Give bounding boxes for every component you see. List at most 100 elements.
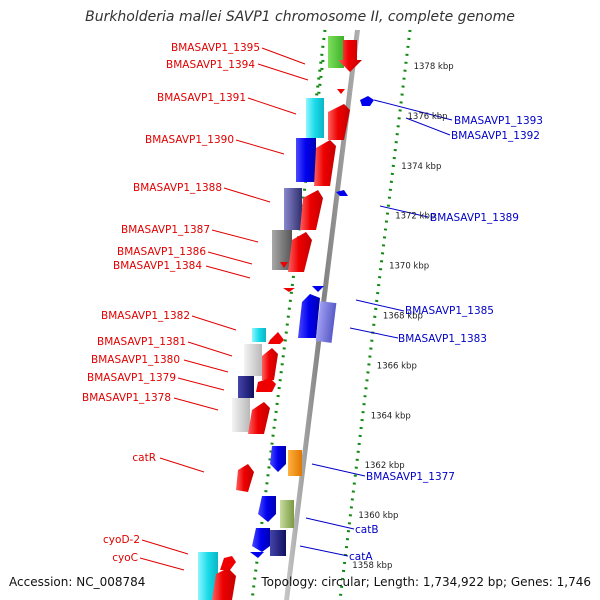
outer-tick-track-edge [316,59,325,101]
gene-catA-small[interactable] [250,552,264,558]
gene-1384-small[interactable] [283,288,295,292]
gene-1390-arrow[interactable] [314,140,336,186]
gene-1388-arrow[interactable] [300,190,323,230]
leader-1390 [235,139,285,155]
gene-1377-box[interactable] [288,450,302,476]
gene-label-cyod-2[interactable]: cyoD-2 [103,534,140,546]
gene-1391-arrow[interactable] [328,104,350,140]
leader-1394 [257,63,309,81]
gene-label-bmasavp1_1381[interactable]: BMASAVP1_1381 [97,336,186,348]
topology-summary: Topology: circular; Length: 1,734,922 bp… [261,575,591,589]
gene-1394-arrow[interactable] [338,40,362,72]
gene-label-bmasavp1_1387[interactable]: BMASAVP1_1387 [121,224,210,236]
map-title: Burkholderia mallei SAVP1 chromosome II,… [85,9,515,25]
gene-label-bmasavp1_1388[interactable]: BMASAVP1_1388 [133,182,222,194]
gene-label-bmasavp1_1385[interactable]: BMASAVP1_1385 [405,305,494,317]
leader-1389 [379,205,429,218]
leader-1378 [173,397,219,411]
gene-label-catr[interactable]: catR [132,452,156,464]
accession-label: Accession: NC_008784 [9,575,146,589]
gene-1388-box[interactable] [284,188,302,230]
reverse-strand-genes [250,96,374,558]
gene-1385-small[interactable] [312,286,324,292]
ruler-label: 1368 kbp [383,312,423,322]
leader-1393 [373,99,453,121]
ruler-label: 1358 kbp [352,561,392,571]
leader-1392 [405,117,451,136]
gene-label-bmasavp1_1395[interactable]: BMASAVP1_1395 [171,42,260,54]
gene-1379-arrow[interactable] [256,378,276,392]
gene-1380-box[interactable] [238,376,254,398]
gene-1386-small[interactable] [280,262,288,268]
ruler-label: 1366 kbp [377,361,417,371]
leader-1381 [187,341,233,357]
gene-label-bmasavp1_1380[interactable]: BMASAVP1_1380 [91,354,180,366]
leader-1385 [355,299,405,312]
gene-1381-box[interactable] [244,344,262,376]
gene-cyoD2-box[interactable] [198,552,218,600]
gene-catR-arrow[interactable] [236,464,254,492]
gene-label-bmasavp1_1391[interactable]: BMASAVP1_1391 [157,92,246,104]
leader-1387 [211,229,259,243]
leader-1383 [349,327,399,339]
gene-1383-box[interactable] [315,301,337,343]
gene-1378-arrow[interactable] [248,402,270,434]
gene-1382-arrow[interactable] [268,332,284,344]
forward-label-leaders [139,47,309,571]
leader-1391 [247,97,297,115]
gene-catA-box[interactable] [270,530,286,556]
leader-1377 [311,463,366,477]
gene-1390-box[interactable] [296,138,316,182]
gene-cyoD2-arrow[interactable] [220,556,236,570]
gene-label-catb[interactable]: catB [355,524,379,536]
gene-label-bmasavp1_1384[interactable]: BMASAVP1_1384 [113,260,202,272]
gene-1381-arrow[interactable] [262,348,278,380]
ruler-label: 1372 kbp [395,212,435,222]
gene-label-bmasavp1_1386[interactable]: BMASAVP1_1386 [117,246,206,258]
gene-1385-arrow[interactable] [298,294,320,338]
forward-gene-labels: BMASAVP1_1395 BMASAVP1_1394 BMASAVP1_1391 B… [82,42,260,564]
gene-catB-arrow[interactable] [258,496,276,522]
leader-cyoC [139,557,185,571]
gene-1387-box[interactable] [272,230,292,270]
gene-1391-box[interactable] [306,98,324,138]
gene-label-bmasavp1_1377[interactable]: BMASAVP1_1377 [366,471,455,483]
gene-catA-arrow-a[interactable] [252,528,270,552]
gene-cyoC-arrow[interactable] [212,568,236,600]
gene-label-bmasavp1_1382[interactable]: BMASAVP1_1382 [101,310,190,322]
feature-band [198,29,412,600]
gene-label-bmasavp1_1394[interactable]: BMASAVP1_1394 [166,59,255,71]
gene-label-bmasavp1_1383[interactable]: BMASAVP1_1383 [398,333,487,345]
gene-1382-box[interactable] [252,328,266,342]
gene-label-bmasavp1_1393[interactable]: BMASAVP1_1393 [454,115,543,127]
leader-catA [299,545,349,557]
gene-catB-box[interactable] [280,500,294,528]
ruler-label: 1378 kbp [414,62,454,72]
leader-cyoD2 [141,539,189,555]
gene-1391-small[interactable] [337,89,345,94]
gene-label-cyoc[interactable]: cyoC [112,552,138,564]
leader-catB [305,517,355,530]
gene-1393-arrow[interactable] [360,96,374,106]
gene-label-cata[interactable]: catA [349,551,373,563]
gene-1377-arrow-a[interactable] [270,446,286,472]
ruler-label: 1374 kbp [401,162,441,172]
ruler-label: 1370 kbp [389,262,429,272]
reverse-label-leaders [299,99,453,557]
ruler-label: 1360 kbp [358,511,398,521]
leader-1386 [207,251,253,265]
gene-1389-arrow[interactable] [336,190,348,196]
gene-1378-box[interactable] [232,398,250,432]
leader-1379 [177,377,225,391]
gene-1387-arrow[interactable] [288,232,312,272]
leader-1380 [183,359,229,373]
leader-1395 [261,47,306,65]
gene-label-bmasavp1_1389[interactable]: BMASAVP1_1389 [430,212,519,224]
gene-label-bmasavp1_1379[interactable]: BMASAVP1_1379 [87,372,176,384]
ruler-label: 1364 kbp [371,411,411,421]
gene-label-bmasavp1_1392[interactable]: BMASAVP1_1392 [451,130,540,142]
gene-label-bmasavp1_1378[interactable]: BMASAVP1_1378 [82,392,171,404]
gene-label-bmasavp1_1390[interactable]: BMASAVP1_1390 [145,134,234,146]
ruler-label: 1362 kbp [365,461,405,471]
ruler-labels: 1358 kbp 1360 kbp 1362 kbp 1364 kbp 1366 kbp… [352,62,453,571]
